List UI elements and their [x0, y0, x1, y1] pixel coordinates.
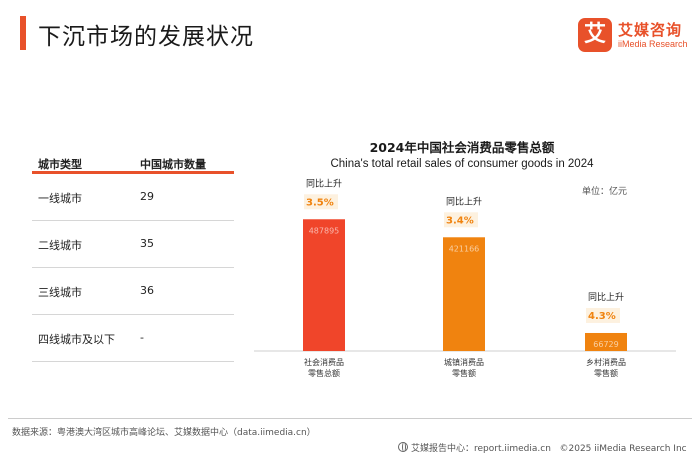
bar [443, 237, 485, 351]
cell-city-type: 二线城市 [38, 239, 82, 252]
growth-value: 3.4% [446, 215, 474, 226]
growth-badge [586, 307, 620, 323]
growth-badge [444, 212, 478, 228]
table-header: 城市类型 中国城市数量 [32, 152, 234, 174]
growth-label: 同比上升 [306, 177, 342, 189]
data-source-note: 数据来源：粤港澳大湾区城市高峰论坛、艾媒数据中心（data.iimedia.cn… [12, 428, 316, 438]
cell-city-count: 35 [140, 237, 154, 250]
city-tier-table: 城市类型 中国城市数量 一线城市 29 二线城市 35 三线城市 36 四线城市… [32, 152, 234, 362]
bar [585, 332, 627, 351]
table-row: 三线城市 36 [32, 268, 234, 315]
growth-label: 同比上升 [588, 291, 624, 303]
category-label: 乡村消费品 [586, 357, 626, 367]
chart-title: 2024年中国社会消费品零售总额 [369, 140, 555, 155]
footer-divider [8, 418, 692, 419]
header-city-type: 城市类型 [38, 158, 82, 171]
table-row: 一线城市 29 [32, 174, 234, 221]
bar [303, 219, 345, 351]
growth-value: 3.5% [306, 197, 334, 208]
cell-city-type: 四线城市及以下 [38, 333, 115, 346]
header-city-count: 中国城市数量 [140, 158, 206, 171]
growth-value: 4.3% [588, 311, 616, 322]
bar-value-label: 487895 [309, 226, 340, 235]
category-label: 社会消费品 [304, 357, 344, 367]
copyright-text: ©2025 iiMedia Research Inc [559, 444, 687, 454]
cell-city-count: - [140, 331, 144, 344]
globe-icon [398, 442, 408, 452]
brand-logo: 艾 艾媒咨询 iiMedia Research [578, 18, 688, 54]
logo-text-en: iiMedia Research [618, 39, 688, 49]
footer-right: 艾媒报告中心：report.iimedia.cn ©2025 iiMedia R… [398, 441, 687, 454]
bar-value-label: 421166 [449, 244, 480, 253]
logo-mark-icon: 艾 [578, 18, 612, 52]
category-label: 零售总额 [308, 368, 340, 378]
logo-text-cn: 艾媒咨询 [618, 21, 683, 39]
cell-city-count: 36 [140, 284, 154, 297]
growth-badge [304, 194, 338, 210]
category-label: 零售额 [452, 368, 476, 378]
chart-unit-label: 单位：亿元 [582, 187, 628, 197]
cell-city-type: 三线城市 [38, 286, 82, 299]
cell-city-type: 一线城市 [38, 192, 82, 205]
category-label: 城镇消费品 [444, 357, 484, 367]
table-row: 四线城市及以下 - [32, 315, 234, 362]
category-label: 零售额 [594, 368, 618, 378]
title-accent-bar [20, 16, 26, 50]
table-row: 二线城市 35 [32, 221, 234, 268]
chart-subtitle: China's total retail sales of consumer g… [330, 158, 594, 170]
growth-label: 同比上升 [446, 195, 482, 207]
page-title: 下沉市场的发展状况 [38, 24, 254, 50]
cell-city-count: 29 [140, 190, 154, 203]
bar-value-label: 66729 [593, 340, 618, 349]
report-center-link[interactable]: 艾媒报告中心：report.iimedia.cn [411, 444, 551, 454]
